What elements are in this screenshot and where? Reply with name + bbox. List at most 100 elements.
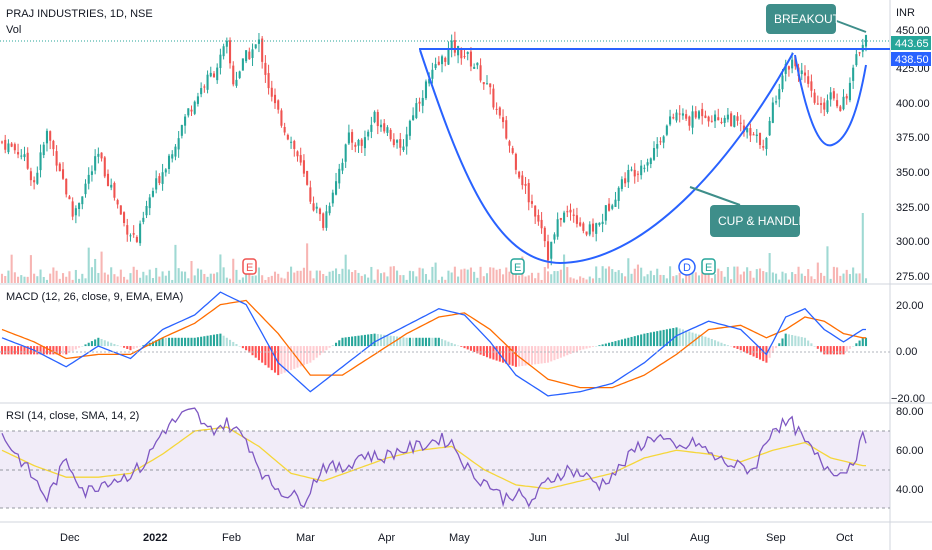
macd-histogram-bar: [819, 346, 823, 352]
candle-body: [482, 82, 485, 85]
volume-bar: [749, 270, 752, 283]
macd-histogram-bar: [55, 346, 58, 355]
volume-bar: [781, 271, 784, 283]
candle-body: [347, 132, 350, 144]
volume-bar: [608, 266, 611, 283]
macd-histogram-bar: [216, 334, 219, 347]
volume-bar: [569, 277, 572, 283]
volume-bar: [582, 277, 585, 283]
macd-histogram-bar: [479, 346, 482, 355]
breakout-callout[interactable]: BREAKOUT: [766, 4, 867, 34]
macd-histogram-bar: [296, 346, 299, 368]
candle-body: [608, 203, 611, 211]
time-label: Apr: [378, 532, 395, 544]
volume-bar: [823, 275, 826, 283]
volume-bar: [283, 278, 286, 283]
macd-histogram-bar: [598, 345, 601, 347]
candle-body: [569, 209, 572, 213]
volume-bar: [685, 273, 688, 283]
volume-bar: [440, 276, 444, 283]
macd-histogram-bar: [829, 346, 832, 355]
volume-bar: [575, 279, 578, 283]
candle-body: [514, 153, 517, 170]
candle-body: [7, 143, 10, 153]
candle-body: [582, 223, 585, 231]
macd-histogram-bar: [386, 335, 389, 347]
cup-curve[interactable]: [419, 49, 794, 265]
macd-histogram-bar: [363, 334, 366, 347]
macd-histogram-bar: [257, 346, 260, 361]
handle-curve[interactable]: [794, 54, 867, 147]
volume-bar: [164, 275, 167, 283]
candle-body: [823, 102, 826, 110]
svg-text:D: D: [683, 262, 691, 274]
volume-bar: [174, 244, 177, 283]
volume-bar: [489, 267, 492, 283]
macd-histogram-bar: [212, 334, 216, 347]
volume-bar: [55, 270, 58, 283]
macd-histogram-bar: [116, 345, 119, 347]
volume-bar: [155, 267, 158, 283]
macd-histogram-bar: [444, 340, 447, 347]
volume-bar: [318, 270, 322, 283]
candle-body: [787, 66, 790, 70]
cup-and-handle-callout[interactable]: CUP & HANDLE: [689, 186, 806, 237]
volume-bar: [566, 267, 569, 283]
macd-histogram-bar: [473, 346, 476, 353]
candle-body: [855, 54, 858, 66]
volume-bar: [376, 269, 379, 283]
macd-histogram-bar: [649, 332, 652, 347]
volume-bar: [129, 273, 132, 283]
macd-histogram-bar: [665, 329, 668, 347]
candle-body: [167, 155, 171, 170]
volume-bar: [736, 266, 739, 283]
candle-body: [399, 139, 402, 148]
macd-histogram-bar: [659, 330, 662, 347]
macd-histogram-bar: [794, 335, 797, 347]
macd-histogram-bar: [23, 346, 26, 355]
macd-histogram-bar: [119, 346, 122, 347]
candle-body: [100, 152, 103, 159]
volume-bar: [392, 266, 395, 283]
dividend-marker[interactable]: D: [678, 258, 696, 276]
volume-bar: [151, 278, 154, 283]
volume-bar: [383, 272, 386, 283]
volume-bar: [624, 276, 627, 283]
candle-body: [52, 140, 55, 150]
candle-body: [29, 171, 32, 181]
candle-body: [254, 44, 257, 49]
earnings-marker[interactable]: E: [701, 258, 716, 275]
candle-body: [180, 124, 183, 136]
earnings-marker[interactable]: E: [242, 258, 257, 275]
earnings-marker[interactable]: E: [510, 258, 525, 275]
macd-histogram-bar: [283, 346, 286, 373]
volume-bar: [473, 271, 476, 283]
candle-body: [505, 120, 508, 139]
volume-bar: [312, 278, 315, 283]
volume-bar: [248, 273, 251, 283]
volume-bar: [511, 268, 514, 283]
volume-bar: [20, 275, 23, 283]
macd-tick: −20.00: [891, 393, 925, 405]
candle-body: [94, 156, 97, 171]
macd-histogram-bar: [379, 334, 383, 347]
volume-bar: [717, 268, 720, 283]
volume-bar: [87, 247, 90, 283]
volume-bar: [710, 278, 713, 283]
candle-body: [55, 151, 58, 166]
volume-bar: [784, 273, 787, 283]
candle-body: [842, 96, 845, 110]
candle-body: [196, 96, 199, 104]
rsi-tick: 80.00: [896, 406, 924, 418]
candle-body: [376, 111, 379, 127]
volume-bar: [861, 213, 864, 283]
volume-bar: [546, 271, 550, 283]
volume-bar: [367, 277, 370, 283]
candle-body: [848, 82, 851, 101]
macd-histogram-bar: [617, 340, 620, 347]
candle-body: [71, 201, 74, 217]
macd-histogram-bar: [816, 346, 819, 349]
candle-body: [466, 52, 469, 54]
candle-body: [296, 151, 299, 157]
